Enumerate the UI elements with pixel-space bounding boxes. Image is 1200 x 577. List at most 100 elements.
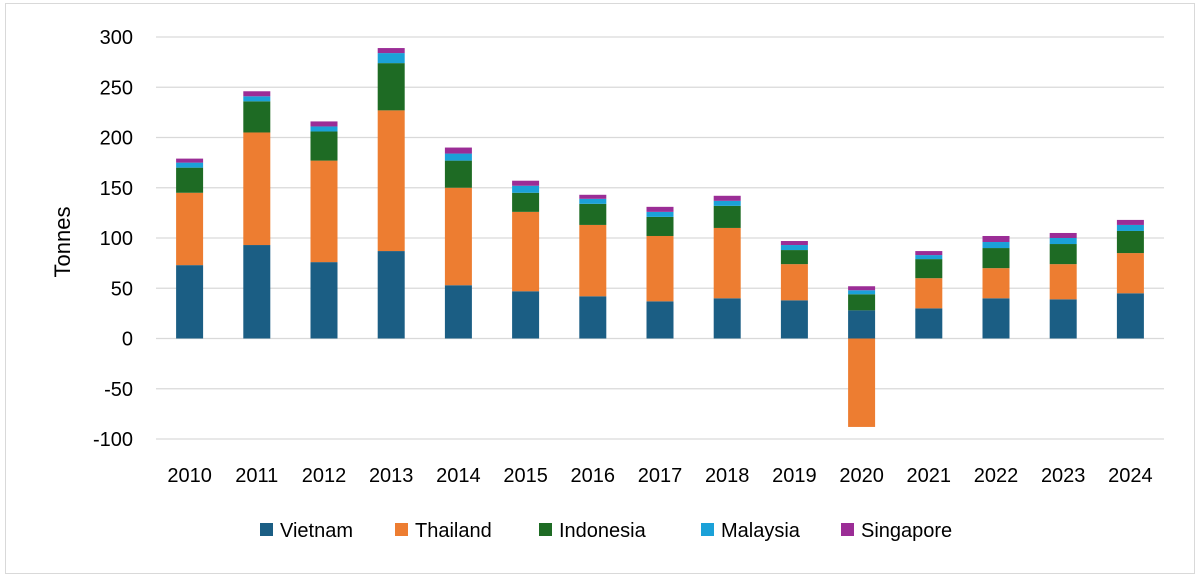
bar-malaysia-2016 bbox=[579, 198, 607, 204]
bar-singapore-2023 bbox=[1049, 232, 1077, 238]
bar-thailand-2022 bbox=[982, 268, 1010, 299]
bar-singapore-2019 bbox=[780, 241, 808, 246]
bars bbox=[176, 48, 1144, 427]
bar-vietnam-2022 bbox=[982, 298, 1010, 339]
y-tick-label: 300 bbox=[100, 27, 133, 49]
bar-thailand-2018 bbox=[713, 227, 741, 299]
y-axis-title: Tonnes bbox=[50, 207, 75, 278]
bar-thailand-2012 bbox=[310, 160, 338, 263]
x-tick-label: 2012 bbox=[302, 465, 347, 487]
bar-thailand-2013 bbox=[377, 110, 405, 252]
bar-singapore-2016 bbox=[579, 194, 607, 199]
bar-singapore-2014 bbox=[444, 147, 472, 154]
y-tick-label: 150 bbox=[100, 178, 133, 200]
bar-indonesia-2010 bbox=[176, 167, 204, 193]
y-tick-label: 50 bbox=[111, 278, 133, 300]
x-tick-label: 2011 bbox=[235, 465, 278, 487]
bar-vietnam-2024 bbox=[1116, 293, 1144, 339]
bar-malaysia-2017 bbox=[646, 211, 674, 217]
bar-singapore-2015 bbox=[512, 180, 540, 186]
bar-singapore-2013 bbox=[377, 48, 405, 54]
bar-thailand-2021 bbox=[915, 278, 943, 309]
bar-indonesia-2020 bbox=[848, 294, 876, 311]
legend-label: Vietnam bbox=[280, 520, 353, 542]
x-tick-label: 2023 bbox=[1041, 465, 1086, 487]
y-axis-ticks: -100 -50 0 50 100 150 200 250 300 bbox=[93, 27, 133, 451]
bar-indonesia-2018 bbox=[713, 205, 741, 228]
bar-malaysia-2023 bbox=[1049, 238, 1077, 245]
bar-malaysia-2013 bbox=[377, 53, 405, 64]
bar-singapore-2024 bbox=[1116, 219, 1144, 225]
bar-vietnam-2013 bbox=[377, 251, 405, 339]
bar-indonesia-2013 bbox=[377, 63, 405, 111]
x-tick-label: 2018 bbox=[705, 465, 750, 487]
bar-malaysia-2019 bbox=[780, 245, 808, 251]
y-tick-label: -50 bbox=[104, 379, 133, 401]
x-tick-label: 2019 bbox=[772, 465, 817, 487]
bar-indonesia-2019 bbox=[780, 250, 808, 265]
chart-frame: -100 -50 0 50 100 150 200 250 300 2010 2011 2012 20… bbox=[5, 3, 1195, 574]
bar-thailand-2010 bbox=[176, 192, 204, 266]
legend-swatch-vietnam bbox=[260, 523, 273, 536]
bar-malaysia-2015 bbox=[512, 185, 540, 193]
bar-indonesia-2012 bbox=[310, 131, 338, 161]
bar-malaysia-2010 bbox=[176, 162, 204, 168]
x-tick-label: 2014 bbox=[436, 465, 481, 487]
legend-swatch-thailand bbox=[395, 523, 408, 536]
bar-thailand-2019 bbox=[780, 264, 808, 301]
bar-malaysia-2012 bbox=[310, 126, 338, 132]
x-tick-label: 2010 bbox=[167, 465, 212, 487]
bar-vietnam-2012 bbox=[310, 262, 338, 339]
legend-swatch-malaysia bbox=[701, 523, 714, 536]
y-tick-label: -100 bbox=[93, 429, 133, 451]
bar-vietnam-2019 bbox=[780, 300, 808, 339]
legend-label: Malaysia bbox=[721, 520, 801, 542]
bar-vietnam-2016 bbox=[579, 296, 607, 339]
bar-vietnam-2010 bbox=[176, 265, 204, 339]
y-tick-label: 0 bbox=[122, 329, 133, 351]
bar-malaysia-2020 bbox=[848, 290, 876, 295]
y-tick-label: 100 bbox=[100, 228, 133, 250]
bar-vietnam-2014 bbox=[444, 285, 472, 339]
bar-malaysia-2021 bbox=[915, 255, 943, 260]
legend: Vietnam Thailand Indonesia Malaysia Singapor… bbox=[260, 520, 952, 542]
x-tick-label: 2024 bbox=[1108, 465, 1153, 487]
legend-item-vietnam: Vietnam bbox=[260, 520, 353, 542]
x-tick-label: 2017 bbox=[638, 465, 683, 487]
bar-malaysia-2024 bbox=[1116, 224, 1144, 231]
bar-thailand-2017 bbox=[646, 235, 674, 302]
bar-malaysia-2011 bbox=[243, 96, 271, 102]
x-tick-label: 2021 bbox=[907, 465, 952, 487]
bar-thailand-2016 bbox=[579, 224, 607, 297]
bar-singapore-2012 bbox=[310, 121, 338, 127]
bar-malaysia-2018 bbox=[713, 200, 741, 206]
bar-vietnam-2021 bbox=[915, 308, 943, 339]
bar-indonesia-2015 bbox=[512, 192, 540, 212]
bar-vietnam-2018 bbox=[713, 298, 741, 339]
legend-swatch-singapore bbox=[841, 523, 854, 536]
bar-singapore-2018 bbox=[713, 195, 741, 201]
bar-vietnam-2020 bbox=[848, 310, 876, 339]
bar-singapore-2010 bbox=[176, 158, 204, 163]
bar-malaysia-2014 bbox=[444, 153, 472, 161]
bar-indonesia-2024 bbox=[1116, 230, 1144, 254]
bar-indonesia-2016 bbox=[579, 203, 607, 225]
bar-vietnam-2011 bbox=[243, 245, 271, 339]
x-tick-label: 2015 bbox=[503, 465, 548, 487]
legend-item-singapore: Singapore bbox=[841, 520, 952, 542]
bar-vietnam-2017 bbox=[646, 301, 674, 339]
bar-thailand-2023 bbox=[1049, 264, 1077, 300]
bar-indonesia-2022 bbox=[982, 248, 1010, 269]
legend-swatch-indonesia bbox=[539, 523, 552, 536]
x-tick-label: 2020 bbox=[839, 465, 884, 487]
bar-indonesia-2021 bbox=[915, 259, 943, 279]
x-tick-label: 2022 bbox=[974, 465, 1019, 487]
bar-singapore-2011 bbox=[243, 91, 271, 97]
y-tick-label: 200 bbox=[100, 128, 133, 150]
legend-label: Indonesia bbox=[559, 520, 647, 542]
x-axis-ticks: 2010 2011 2012 2013 2014 2015 2016 2017 2018 2019… bbox=[167, 465, 1152, 487]
bar-indonesia-2011 bbox=[243, 101, 271, 133]
legend-label: Thailand bbox=[415, 520, 492, 542]
bar-thailand-2024 bbox=[1116, 253, 1144, 294]
